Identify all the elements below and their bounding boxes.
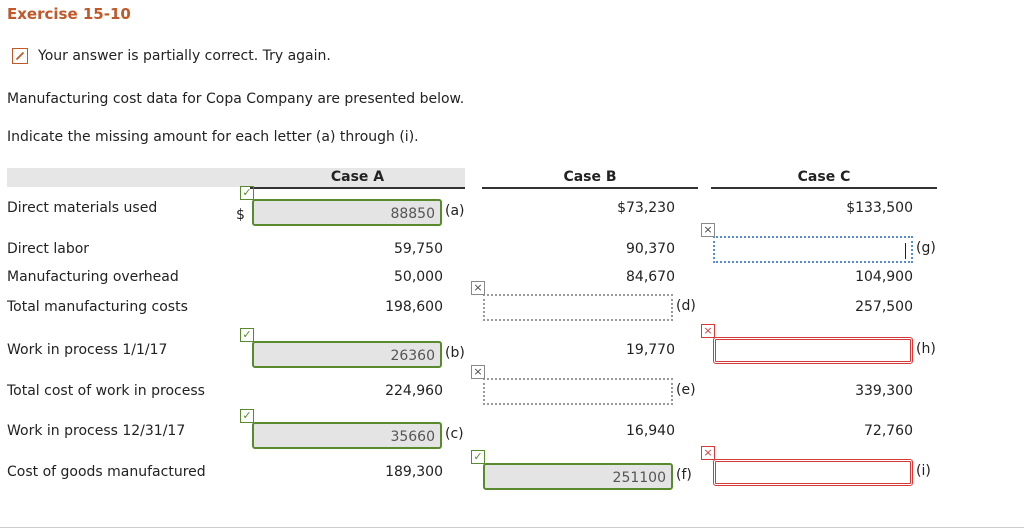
divider (0, 527, 1024, 528)
answer-status-icon: × (701, 446, 715, 460)
answer-input[interactable]: 26360 (252, 341, 442, 368)
instruction: Indicate the missing amount for each let… (7, 129, 419, 145)
answer-letter: (g) (916, 240, 936, 256)
answer-input[interactable] (483, 294, 673, 321)
status-message: Your answer is partially correct. Try ag… (38, 48, 331, 64)
header-band (7, 168, 465, 187)
answer-input[interactable]: 35660 (252, 422, 442, 449)
row-label: Direct materials used (7, 200, 158, 216)
cell-value: 257,500 (855, 299, 913, 315)
cell-value: 189,300 (385, 464, 443, 480)
answer-input[interactable]: 88850 (252, 199, 442, 226)
row-label: Work in process 1/1/17 (7, 342, 168, 358)
row-label: Manufacturing overhead (7, 269, 179, 285)
row-label: Total manufacturing costs (7, 299, 188, 315)
answer-status-icon: ✓ (240, 328, 254, 342)
cell-value: 339,300 (855, 383, 913, 399)
cell-value: 104,900 (855, 269, 913, 285)
row-label: Cost of goods manufactured (7, 464, 206, 480)
answer-status-icon: ✓ (471, 450, 485, 464)
cell-value: 50,000 (394, 269, 443, 285)
cell-value: $73,230 (617, 200, 675, 216)
answer-status-icon: × (701, 324, 715, 338)
answer-status-icon: × (471, 281, 485, 295)
cell-value: $133,500 (846, 200, 913, 216)
answer-status-icon: × (701, 223, 715, 237)
cell-value: 72,760 (864, 423, 913, 439)
answer-status-icon: × (471, 365, 485, 379)
cell-value: 90,370 (626, 241, 675, 257)
cell-value: 16,940 (626, 423, 675, 439)
exercise-title: Exercise 15-10 (7, 5, 131, 23)
answer-letter: (b) (445, 345, 465, 361)
cell-value: 84,670 (626, 269, 675, 285)
answer-input[interactable] (483, 378, 673, 405)
answer-letter: (i) (916, 463, 931, 479)
answer-letter: (h) (916, 341, 936, 357)
answer-status-icon: ✓ (240, 186, 254, 200)
answer-input[interactable]: 251100 (483, 463, 673, 490)
answer-input[interactable] (713, 337, 913, 364)
answer-letter: (f) (676, 467, 692, 483)
answer-letter: (c) (445, 426, 464, 442)
column-header: Case B (482, 168, 698, 189)
cell-value: 224,960 (385, 383, 443, 399)
cell-value: 198,600 (385, 299, 443, 315)
answer-input[interactable] (713, 459, 913, 486)
row-label: Total cost of work in process (7, 383, 205, 399)
answer-letter: (a) (445, 203, 465, 219)
column-header: Case C (711, 168, 937, 189)
answer-status-icon: ✓ (240, 409, 254, 423)
answer-letter: (d) (676, 298, 696, 314)
currency-sign: $ (236, 207, 245, 223)
answer-letter: (e) (676, 382, 696, 398)
status-icon (12, 48, 28, 64)
answer-input[interactable] (713, 236, 913, 263)
column-header: Case A (250, 168, 465, 189)
cell-value: 59,750 (394, 241, 443, 257)
cell-value: 19,770 (626, 342, 675, 358)
row-label: Work in process 12/31/17 (7, 423, 186, 439)
instruction: Manufacturing cost data for Copa Company… (7, 91, 465, 107)
row-label: Direct labor (7, 241, 90, 257)
